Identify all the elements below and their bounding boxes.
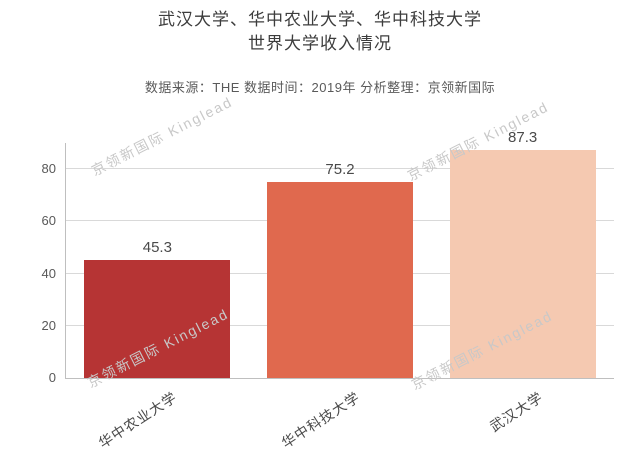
chart-title-line2: 世界大学收入情况 [248, 34, 392, 53]
bar [449, 150, 596, 378]
y-tick-label: 60 [41, 213, 56, 229]
bar [267, 181, 413, 378]
y-tick-label: 0 [48, 370, 56, 385]
bar [84, 259, 231, 378]
x-axis-category-labels: 华中农业大学 华中科技大学 武汉大学 [65, 379, 613, 474]
bar-value-label: 87.3 [508, 129, 538, 147]
plot-area: 45.3 75.2 87.3 [65, 129, 614, 379]
y-tick-label: 80 [41, 161, 56, 177]
chart-title: 武汉大学、华中农业大学、华中科技大学 世界大学收入情况 [0, 8, 640, 56]
y-tick-label: 40 [41, 265, 56, 281]
gridline [66, 168, 614, 170]
bar-value-label: 45.3 [142, 238, 172, 256]
y-tick-label: 20 [41, 317, 56, 333]
bar-value-label: 75.2 [325, 160, 355, 178]
chart-title-line1: 武汉大学、华中农业大学、华中科技大学 [158, 10, 482, 29]
chart-subtitle: 数据来源：THE 数据时间：2019年 分析整理：京领新国际 [144, 80, 496, 95]
x-category-label: 华中科技大学 [278, 388, 363, 452]
x-category-label: 华中农业大学 [95, 388, 181, 452]
x-category-label: 武汉大学 [486, 388, 546, 435]
